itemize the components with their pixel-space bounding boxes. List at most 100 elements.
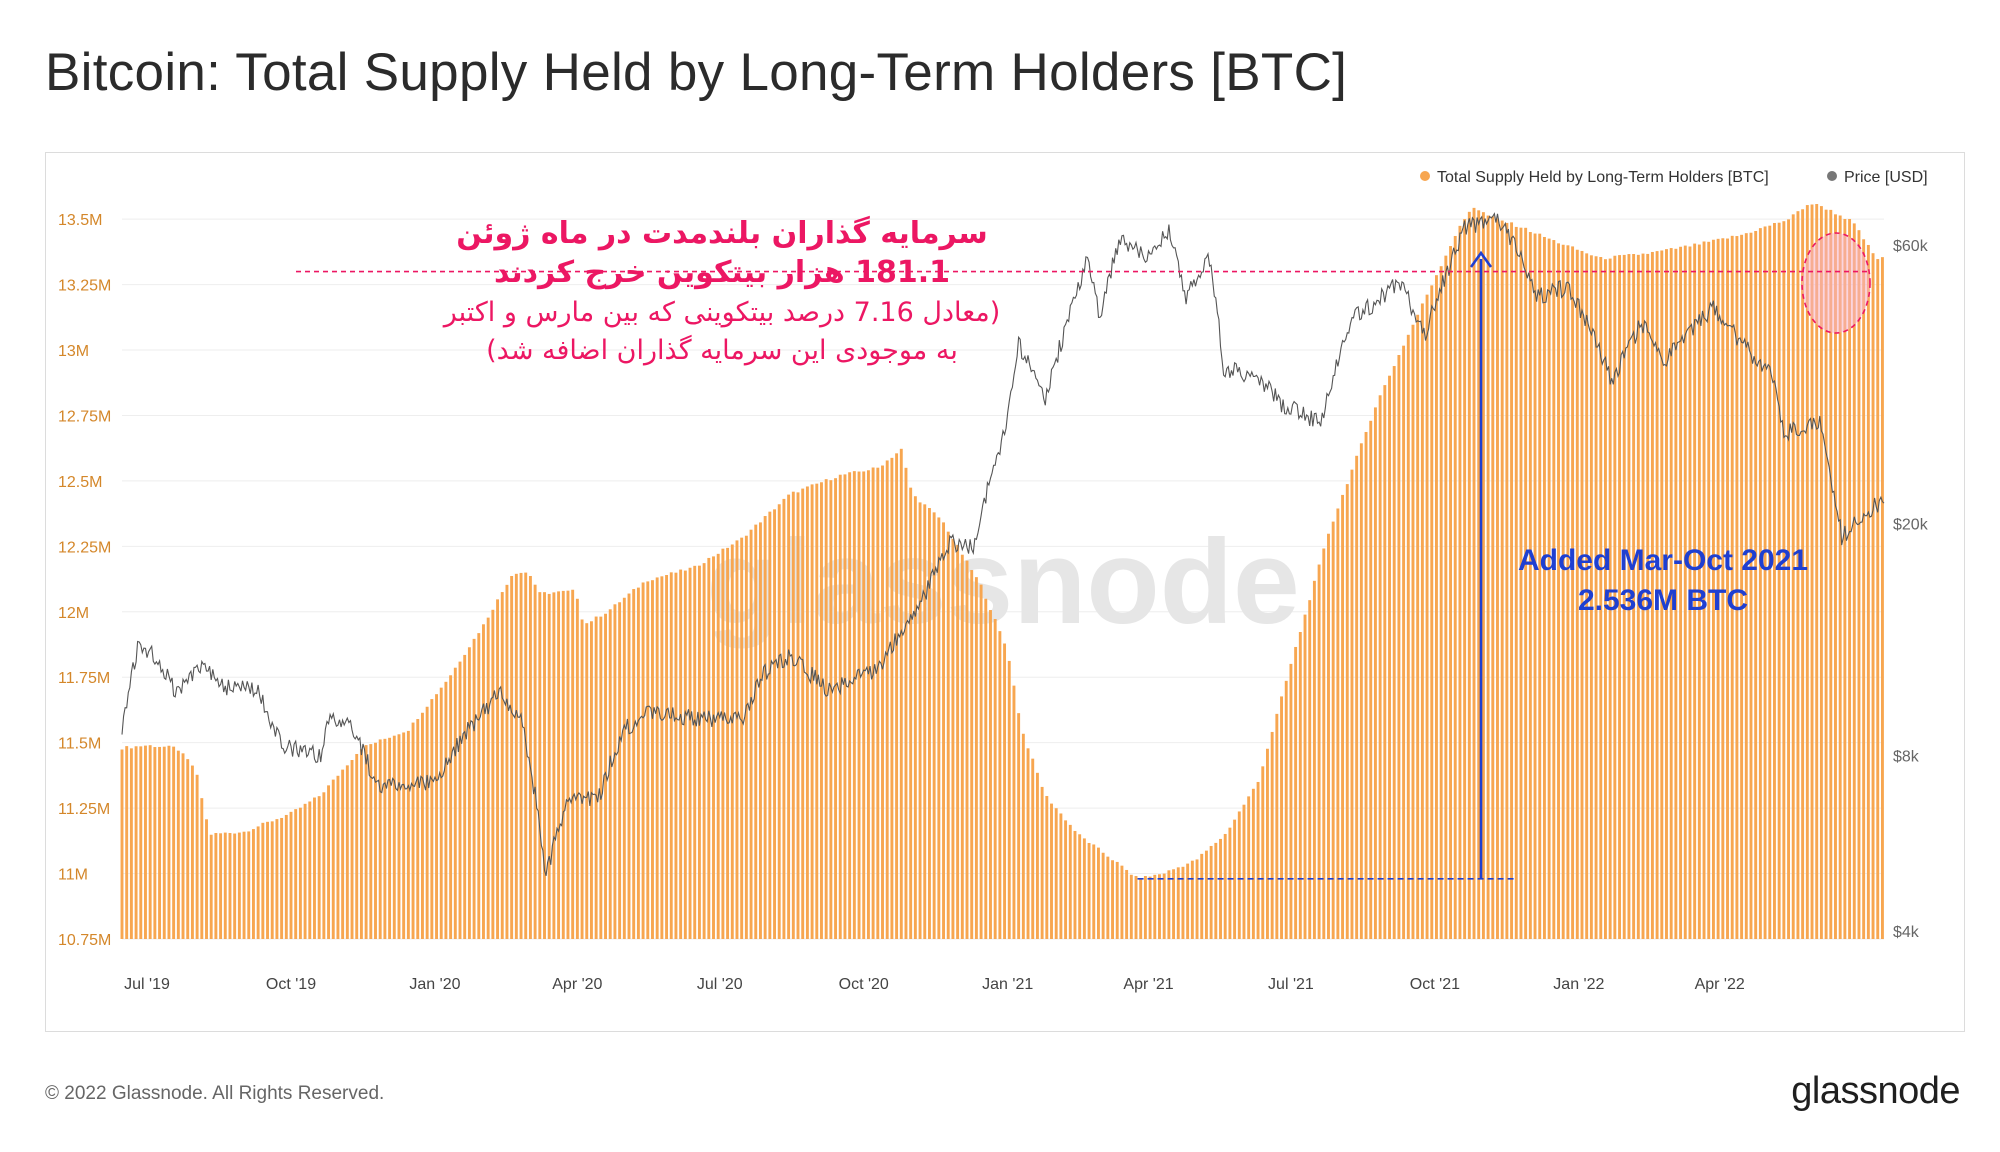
supply-bar: [1740, 234, 1744, 940]
supply-bar: [928, 508, 931, 939]
glassnode-logo[interactable]: glassnode: [1791, 1070, 1960, 1112]
supply-bar: [1266, 748, 1269, 939]
supply-bar: [744, 535, 748, 939]
supply-bar: [1801, 209, 1805, 939]
supply-bar: [1303, 614, 1307, 939]
supply-bar: [1773, 222, 1776, 939]
supply-bar: [1284, 680, 1288, 939]
supply-bar: [773, 509, 776, 939]
supply-bar: [364, 745, 368, 939]
supply-bar: [1007, 660, 1011, 939]
y-left-tick-label: 12.25M: [58, 539, 111, 556]
supply-bar: [233, 833, 237, 939]
supply-bar: [1345, 484, 1349, 939]
supply-bar: [148, 745, 152, 939]
supply-bar: [1256, 781, 1260, 939]
supply-bar: [1575, 249, 1579, 939]
supply-bar: [946, 531, 950, 939]
supply-bar: [1017, 713, 1021, 939]
supply-bar: [768, 511, 772, 939]
supply-bar: [876, 467, 880, 939]
supply-bar: [674, 572, 678, 939]
supply-bar: [1115, 861, 1119, 939]
supply-bar: [482, 624, 485, 939]
supply-bar: [1275, 713, 1279, 939]
supply-bar: [1533, 233, 1537, 939]
supply-bar: [1852, 223, 1856, 939]
supply-bar: [791, 491, 795, 939]
supply-bar: [261, 822, 265, 939]
supply-bar: [528, 575, 532, 939]
supply-bar: [1383, 385, 1387, 940]
supply-bar: [1693, 243, 1697, 940]
supply-bar: [1078, 834, 1082, 939]
supply-bar: [683, 570, 687, 939]
supply-bar: [458, 661, 462, 939]
legend-swatch-price: [1827, 171, 1837, 181]
y-left-tick-label: 13.25M: [58, 278, 111, 295]
supply-bar: [378, 739, 382, 939]
annotation-added-title: Added Mar-Oct 2021: [1518, 544, 1808, 577]
supply-bar: [1646, 253, 1650, 939]
supply-bar: [1702, 241, 1706, 939]
supply-bar: [1261, 766, 1265, 939]
supply-bar: [1810, 204, 1814, 939]
supply-bar: [158, 746, 162, 939]
supply-bar: [712, 556, 715, 939]
supply-bar: [134, 746, 138, 939]
supply-bar: [1003, 643, 1007, 939]
supply-bar: [1308, 600, 1312, 939]
supply-bar: [1064, 820, 1068, 939]
supply-bar: [618, 602, 622, 939]
supply-bar: [1862, 239, 1866, 939]
supply-bar: [1622, 254, 1626, 939]
supply-bar: [805, 486, 809, 939]
supply-bar: [1373, 407, 1377, 939]
highlight-circle: [1801, 232, 1871, 334]
supply-bar: [176, 750, 180, 939]
supply-bar: [932, 512, 936, 939]
x-tick-label: Jul '20: [697, 976, 743, 993]
y-left-tick-label: 11.5M: [58, 736, 101, 753]
x-tick-label: Jul '21: [1268, 976, 1314, 993]
supply-bar: [1787, 219, 1790, 939]
supply-bar: [1561, 244, 1565, 939]
supply-bar: [467, 647, 471, 939]
supply-bar: [589, 621, 593, 939]
supply-bar: [730, 544, 734, 939]
supply-bar: [993, 619, 997, 939]
supply-bar: [989, 610, 992, 939]
supply-bar: [1097, 847, 1100, 939]
supply-bar: [1679, 246, 1683, 939]
supply-bar: [796, 492, 800, 939]
supply-bar: [848, 472, 852, 939]
supply-bar: [1420, 303, 1424, 940]
supply-bar: [1768, 225, 1772, 940]
supply-bar: [1791, 214, 1795, 940]
supply-bar: [1350, 469, 1354, 939]
supply-bar: [172, 746, 176, 939]
supply-bar: [979, 584, 983, 939]
x-tick-label: Jan '22: [1553, 976, 1604, 993]
supply-bar: [1139, 879, 1143, 939]
supply-bar: [402, 732, 406, 939]
supply-bar: [998, 631, 1002, 939]
supply-bar: [200, 798, 204, 939]
annotation-added-amount: 2.536M BTC: [1578, 584, 1748, 617]
supply-bar: [1650, 251, 1654, 940]
supply-bar: [491, 609, 495, 939]
supply-bar: [1815, 204, 1819, 939]
y-right-tick-label: $8k: [1893, 748, 1920, 765]
supply-bar: [1228, 827, 1232, 939]
supply-bar: [852, 471, 856, 939]
supply-bar: [355, 753, 359, 939]
supply-bar: [604, 613, 607, 939]
supply-bar: [1125, 869, 1129, 939]
supply-bar: [1824, 209, 1828, 939]
supply-bar: [374, 742, 377, 939]
supply-bar: [1463, 219, 1467, 939]
supply-bar: [1223, 833, 1227, 939]
supply-bar: [1627, 254, 1631, 939]
supply-bar: [627, 593, 631, 939]
supply-bar: [702, 563, 706, 939]
